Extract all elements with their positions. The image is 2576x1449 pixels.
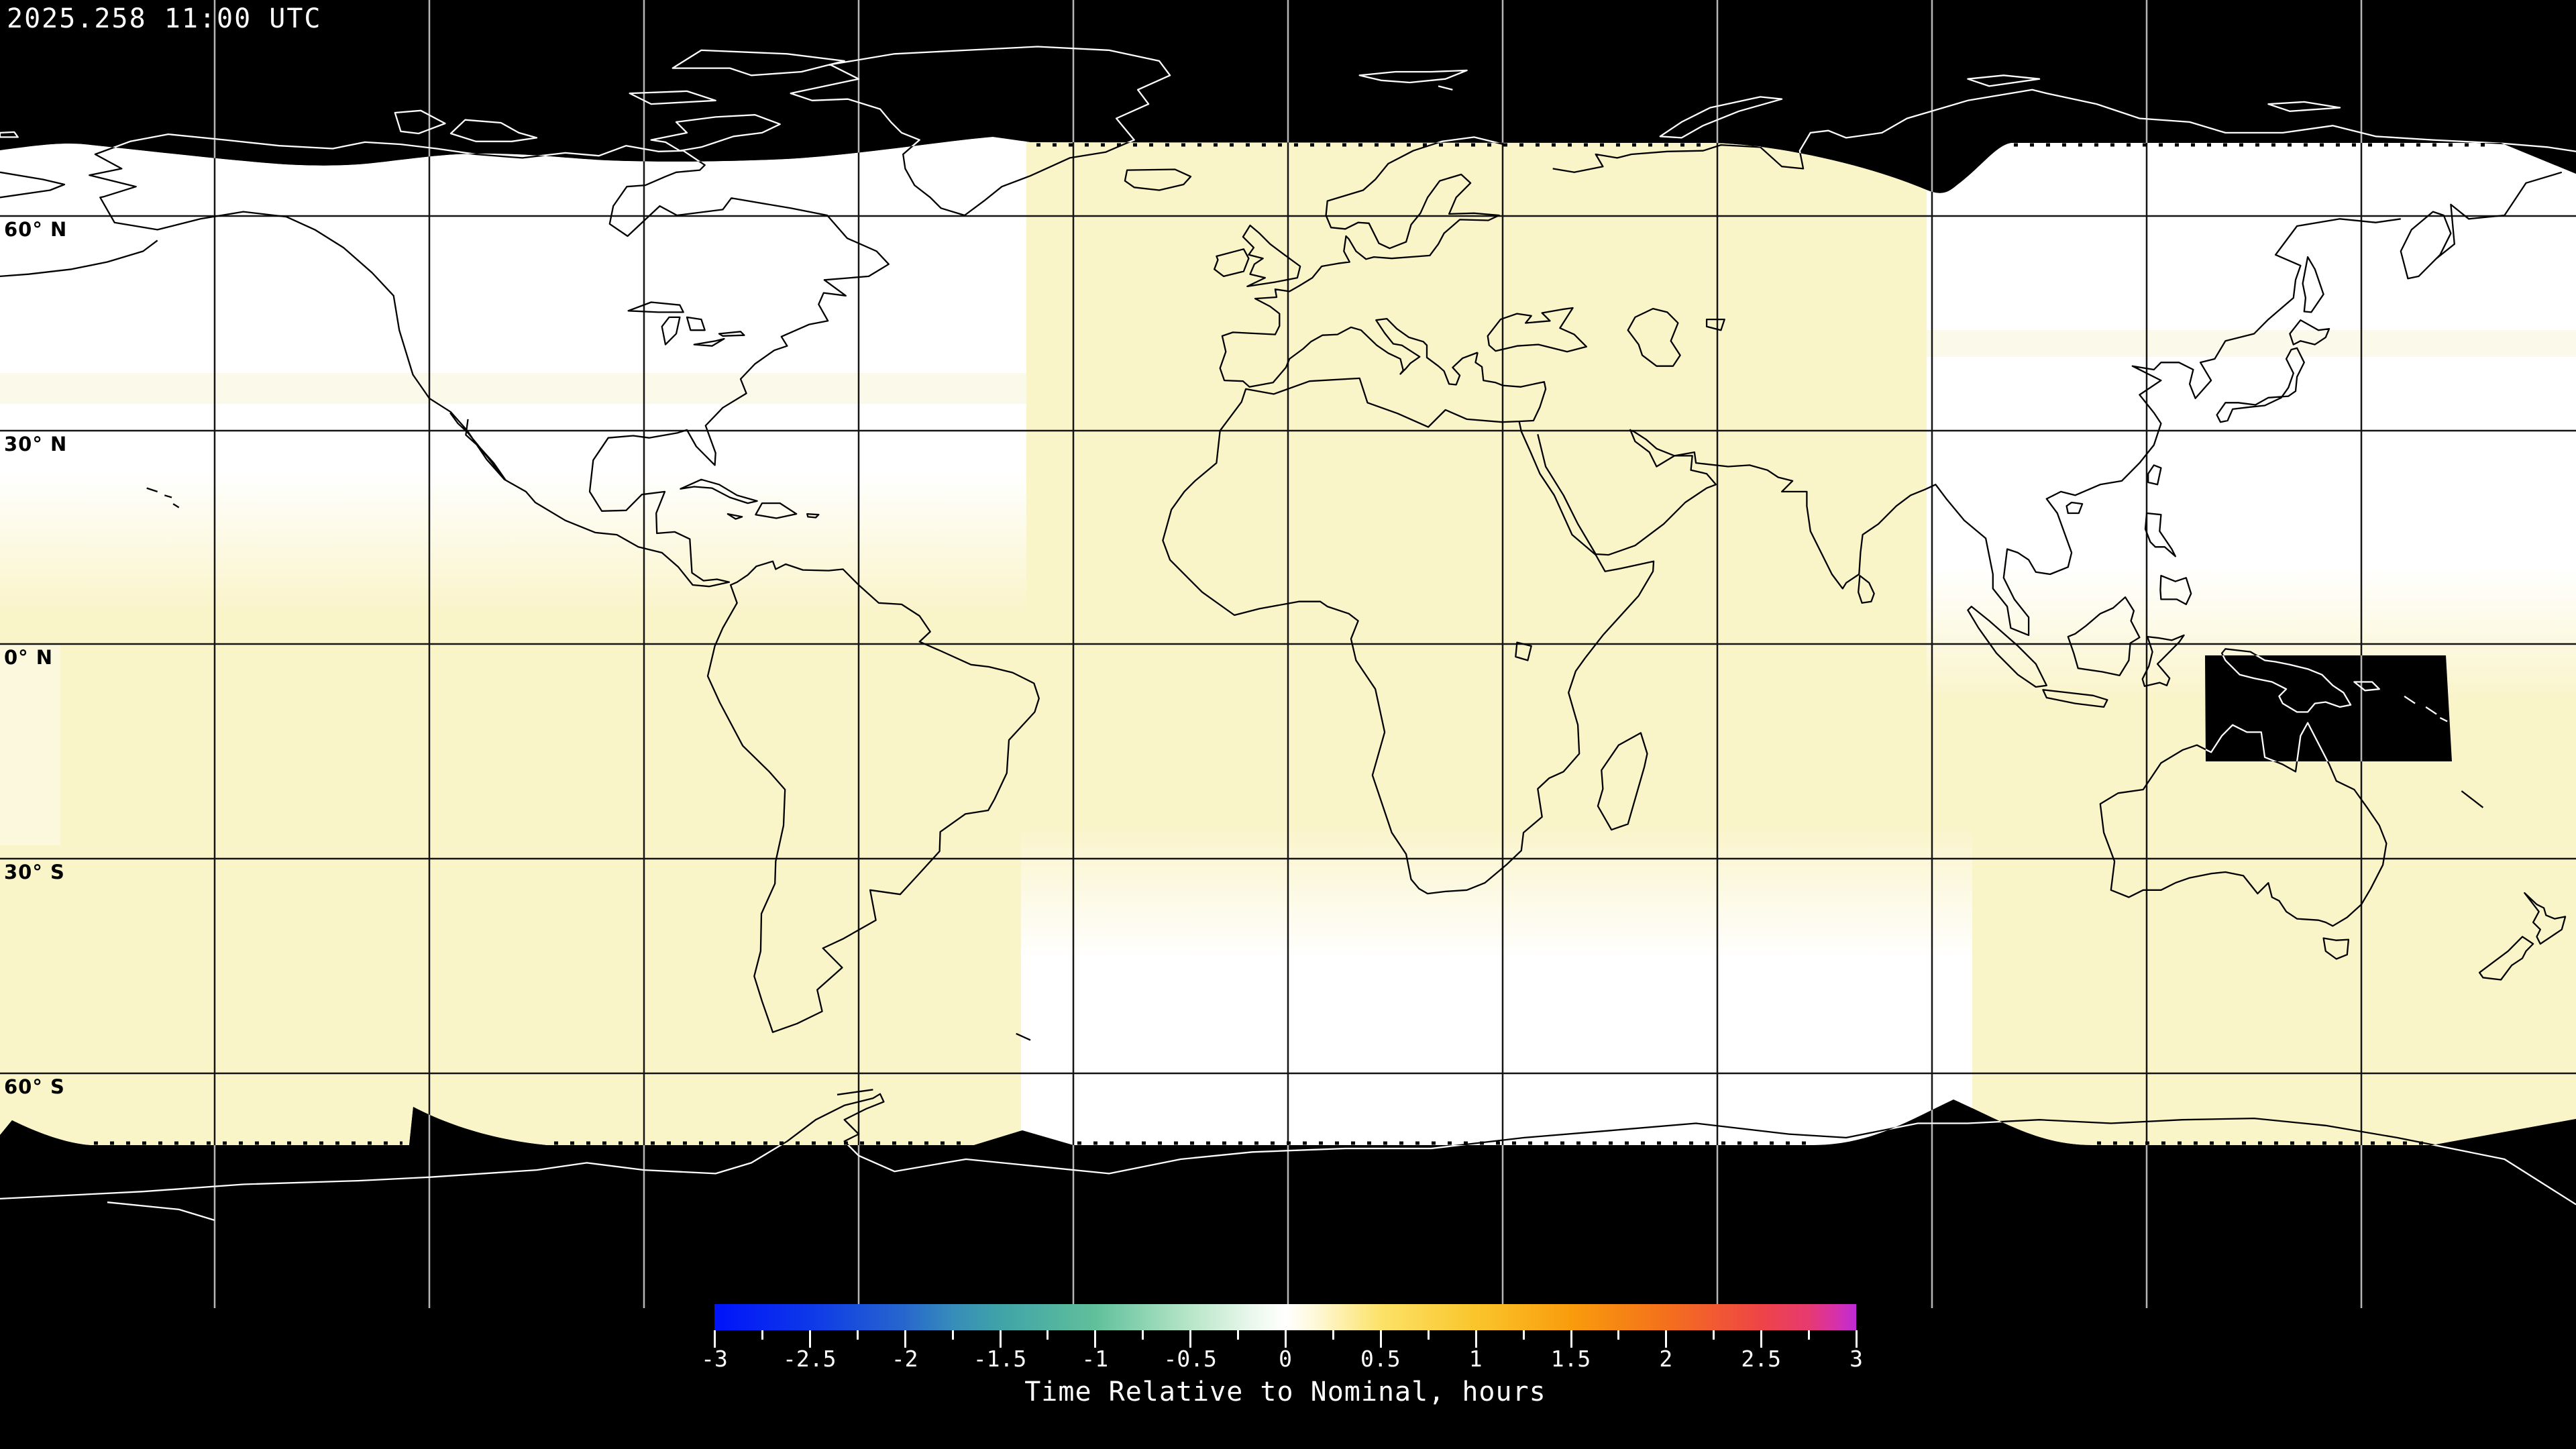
colorbar-gradient (714, 1304, 1856, 1330)
colorbar-tick (1237, 1330, 1240, 1340)
colorbar-tick (1856, 1330, 1858, 1348)
colorbar-tick-label: 0 (1279, 1346, 1292, 1372)
colorbar-tick (1570, 1330, 1572, 1348)
colorbar-tick (1285, 1330, 1287, 1348)
colorbar-tick (1427, 1330, 1430, 1340)
colorbar-tick-label: -1.5 (973, 1346, 1027, 1372)
latitude-label-60n: 60° N (4, 218, 68, 241)
colorbar-tick (1046, 1330, 1049, 1340)
latitude-label-60s: 60° S (4, 1075, 65, 1098)
colorbar-tick-labels: -3 -2.5 -2 -1.5 -1 -0.5 0 0.5 1 1.5 2 2.5 3 (701, 1346, 1863, 1373)
colorbar-tick (1713, 1330, 1715, 1340)
colorbar-tick (1332, 1330, 1334, 1340)
colorbar-tick (1379, 1330, 1382, 1348)
timestamp: 2025.258 11:00 UTC (7, 3, 322, 34)
world-map (0, 0, 2576, 1308)
colorbar-tick-label: -1 (1081, 1346, 1109, 1372)
colorbar-tick (999, 1330, 1002, 1348)
colorbar-tick-label: 2.5 (1741, 1346, 1781, 1372)
colorbar-tick (714, 1330, 716, 1348)
colorbar-tick (761, 1330, 763, 1340)
colorbar-tick-label: 2 (1659, 1346, 1673, 1372)
colorbar-tick-label: -3 (701, 1346, 728, 1372)
colorbar-tick-label: -2 (891, 1346, 918, 1372)
colorbar-tick-label: 1 (1468, 1346, 1483, 1372)
gridlines-layer (0, 0, 2576, 1308)
latitude-label-0n: 0° N (4, 646, 54, 669)
colorbar-tick (904, 1330, 906, 1348)
colorbar-tick (1189, 1330, 1192, 1348)
colorbar-tick (1094, 1330, 1097, 1348)
latitude-label-30s: 30° S (4, 861, 65, 883)
colorbar-tick-label: -2.5 (783, 1346, 837, 1372)
colorbar-tick (1522, 1330, 1525, 1340)
colorbar-tick (1142, 1330, 1144, 1340)
colorbar-tick-label: 3 (1849, 1346, 1863, 1372)
colorbar-ticks (714, 1330, 1858, 1350)
colorbar-tick (856, 1330, 859, 1340)
colorbar-tick (951, 1330, 954, 1340)
colorbar-tick (1617, 1330, 1620, 1340)
colorbar-tick (1474, 1330, 1477, 1348)
colorbar-tick-label: 1.5 (1550, 1346, 1591, 1372)
colorbar-tick (1760, 1330, 1763, 1348)
latitude-label-30n: 30° N (4, 433, 68, 455)
colorbar-tick (1665, 1330, 1668, 1348)
colorbar: -3 -2.5 -2 -1.5 -1 -0.5 0 0.5 1 1.5 2 2.5 3 Time Rel… (701, 1304, 1863, 1449)
colorbar-tick (1808, 1330, 1811, 1340)
no-data-box-new-guinea (2205, 655, 2452, 761)
colorbar-tick-label: -0.5 (1163, 1346, 1217, 1372)
colorbar-title: Time Relative to Nominal, hours (1024, 1377, 1546, 1407)
colorbar-tick (808, 1330, 811, 1348)
colorbar-tick-label: 0.5 (1360, 1346, 1401, 1372)
